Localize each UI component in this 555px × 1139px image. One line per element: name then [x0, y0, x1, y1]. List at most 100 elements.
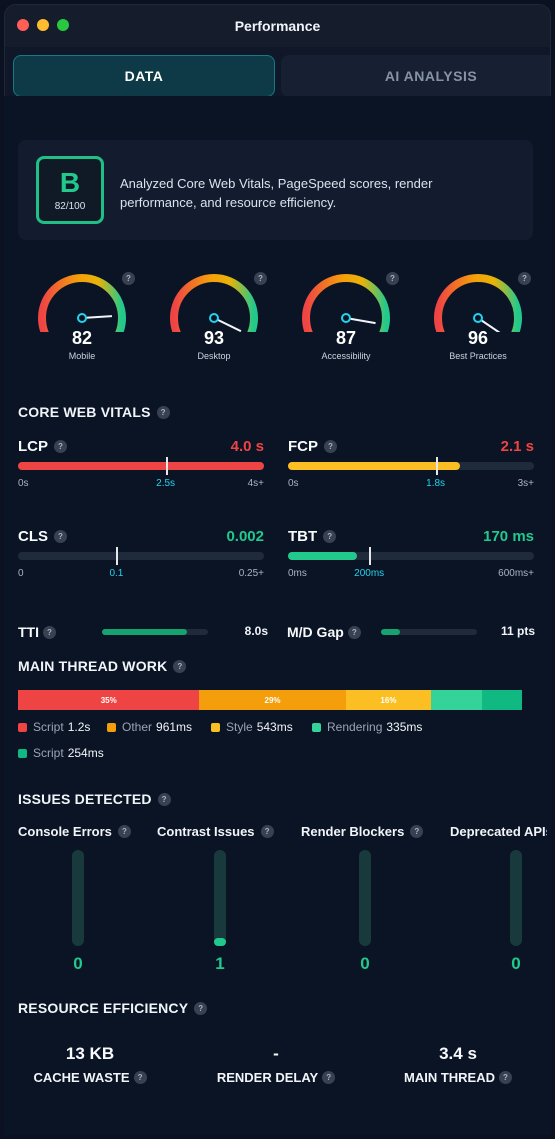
- scale-max: 0.25+: [238, 568, 264, 579]
- gauge-hub: [77, 313, 87, 323]
- gauge-hub: [209, 313, 219, 323]
- scale-min: 0s: [288, 478, 299, 489]
- issue-level-fill: [214, 938, 226, 946]
- scale-max: 3s+: [517, 478, 534, 489]
- main-thread-bar: 35% 29% 16%: [18, 690, 522, 710]
- help-icon[interactable]: ?: [54, 439, 67, 453]
- close-window-button[interactable]: [17, 19, 29, 31]
- help-icon[interactable]: ?: [386, 272, 399, 285]
- help-icon[interactable]: ?: [54, 529, 67, 543]
- metric-name-text: M/D Gap: [287, 624, 344, 640]
- gauge-dial: [38, 274, 126, 332]
- help-icon[interactable]: ?: [518, 272, 531, 285]
- help-icon[interactable]: ?: [347, 625, 361, 639]
- data-panel[interactable]: B 82/100 Analyzed Core Web Vitals, PageS…: [4, 96, 551, 1135]
- help-icon[interactable]: ?: [499, 1071, 512, 1085]
- metric-m-d-gap: M/D Gap? 11 pts: [287, 624, 535, 640]
- vital-name-text: FCP: [288, 438, 318, 455]
- help-icon[interactable]: ?: [117, 825, 131, 839]
- thread-segment: [481, 690, 522, 710]
- legend-value: 254ms: [67, 746, 104, 760]
- efficiency-label-text: MAIN THREAD: [404, 1070, 495, 1085]
- legend-name: Style: [226, 720, 253, 734]
- gauge-dial: [302, 274, 390, 332]
- scale-min: 0s: [18, 478, 29, 489]
- efficiency-label: RENDER DELAY?: [196, 1070, 356, 1085]
- issue-name-text: Console Errors: [18, 824, 112, 839]
- gauge-arc: [170, 274, 258, 332]
- legend-value: 1.2s: [67, 720, 91, 734]
- issue-count: 1: [215, 954, 225, 973]
- efficiency-label: MAIN THREAD?: [378, 1070, 538, 1085]
- help-icon[interactable]: ?: [173, 659, 187, 673]
- gauge-needle: [213, 317, 242, 332]
- help-icon[interactable]: ?: [133, 1071, 147, 1085]
- gauge-label: Best Practices: [449, 351, 507, 361]
- efficiency-label: CACHE WASTE?: [10, 1070, 170, 1085]
- issue-level-tube: [214, 850, 226, 946]
- tab-data[interactable]: DATA: [13, 55, 275, 97]
- help-icon[interactable]: ?: [156, 405, 170, 419]
- scale-max: 600ms+: [498, 568, 534, 579]
- issue-name: Deprecated APIs?: [450, 824, 547, 839]
- legend-value: 961ms: [156, 720, 193, 734]
- gauge-best-practices: ? 96 Best Practices: [428, 268, 548, 368]
- efficiency-value: -: [273, 1044, 279, 1063]
- help-icon[interactable]: ?: [260, 825, 274, 839]
- summary-description: Analyzed Core Web Vitals, PageSpeed scor…: [120, 176, 433, 210]
- legend-swatch: [107, 723, 116, 732]
- vital-name-text: TBT: [288, 528, 318, 545]
- gauge-desktop: ? 93 Desktop: [164, 268, 284, 368]
- issue-name: Contrast Issues?: [157, 824, 274, 839]
- metric-fill: [102, 629, 187, 635]
- gauge-value: 82: [71, 328, 93, 348]
- vital-fill: [288, 552, 357, 560]
- grade-letter: B: [59, 167, 81, 198]
- help-icon[interactable]: ?: [254, 272, 267, 285]
- issue-render-blockers: Render Blockers? 0: [301, 824, 451, 974]
- efficiency-cache-waste: 13 KB CACHE WASTE?: [10, 1044, 170, 1085]
- vital-name-text: CLS: [18, 528, 48, 545]
- gauge-value: 87: [335, 328, 357, 348]
- help-icon[interactable]: ?: [324, 439, 337, 453]
- help-icon[interactable]: ?: [122, 272, 135, 285]
- metric-value: 8.0s: [244, 624, 268, 638]
- gauge-value: 93: [203, 328, 225, 348]
- help-icon[interactable]: ?: [410, 825, 424, 839]
- help-icon[interactable]: ?: [194, 1001, 208, 1015]
- legend-item: Other 961ms: [107, 720, 192, 734]
- help-icon[interactable]: ?: [43, 625, 56, 639]
- issue-name: Render Blockers?: [301, 824, 424, 839]
- issue-console-errors: Console Errors? 0: [18, 824, 168, 974]
- vital-value: 170 ms: [483, 528, 534, 545]
- help-icon[interactable]: ?: [157, 792, 171, 806]
- legend-name: Other: [122, 720, 153, 734]
- gauge-needle: [477, 317, 501, 332]
- legend-swatch: [211, 723, 220, 732]
- window-title: Performance: [234, 18, 321, 34]
- gauge-label: Mobile: [68, 351, 96, 361]
- vital-name: CLS?: [18, 528, 67, 545]
- zoom-window-button[interactable]: [57, 19, 69, 31]
- vital-track: [18, 457, 264, 475]
- vital-tbt: TBT? 170 ms 0ms 200ms 600ms+: [288, 528, 534, 588]
- legend-name: Rendering: [327, 720, 383, 734]
- vital-threshold-marker: [116, 547, 119, 565]
- gauge-dial: [170, 274, 258, 332]
- vital-fill: [18, 462, 264, 470]
- issue-level-tube: [510, 850, 522, 946]
- gauge-label: Accessibility: [321, 351, 371, 361]
- legend-item: Script 1.2s: [18, 720, 90, 734]
- main-thread-title: MAIN THREAD WORK?: [18, 658, 187, 674]
- issue-deprecated-apis: Deprecated APIs? 0: [450, 824, 547, 974]
- vital-track: [288, 547, 534, 565]
- help-icon[interactable]: ?: [323, 529, 337, 543]
- efficiency-label-text: RENDER DELAY: [216, 1070, 319, 1085]
- help-icon[interactable]: ?: [322, 1071, 336, 1085]
- gauge-dial: [434, 274, 522, 332]
- scale-threshold: 1.8s: [426, 478, 446, 489]
- gauge-arc: [302, 274, 390, 332]
- tab-ai-analysis[interactable]: AI ANALYSIS: [281, 55, 550, 97]
- minimize-window-button[interactable]: [37, 19, 49, 31]
- issue-name: Console Errors?: [18, 824, 131, 839]
